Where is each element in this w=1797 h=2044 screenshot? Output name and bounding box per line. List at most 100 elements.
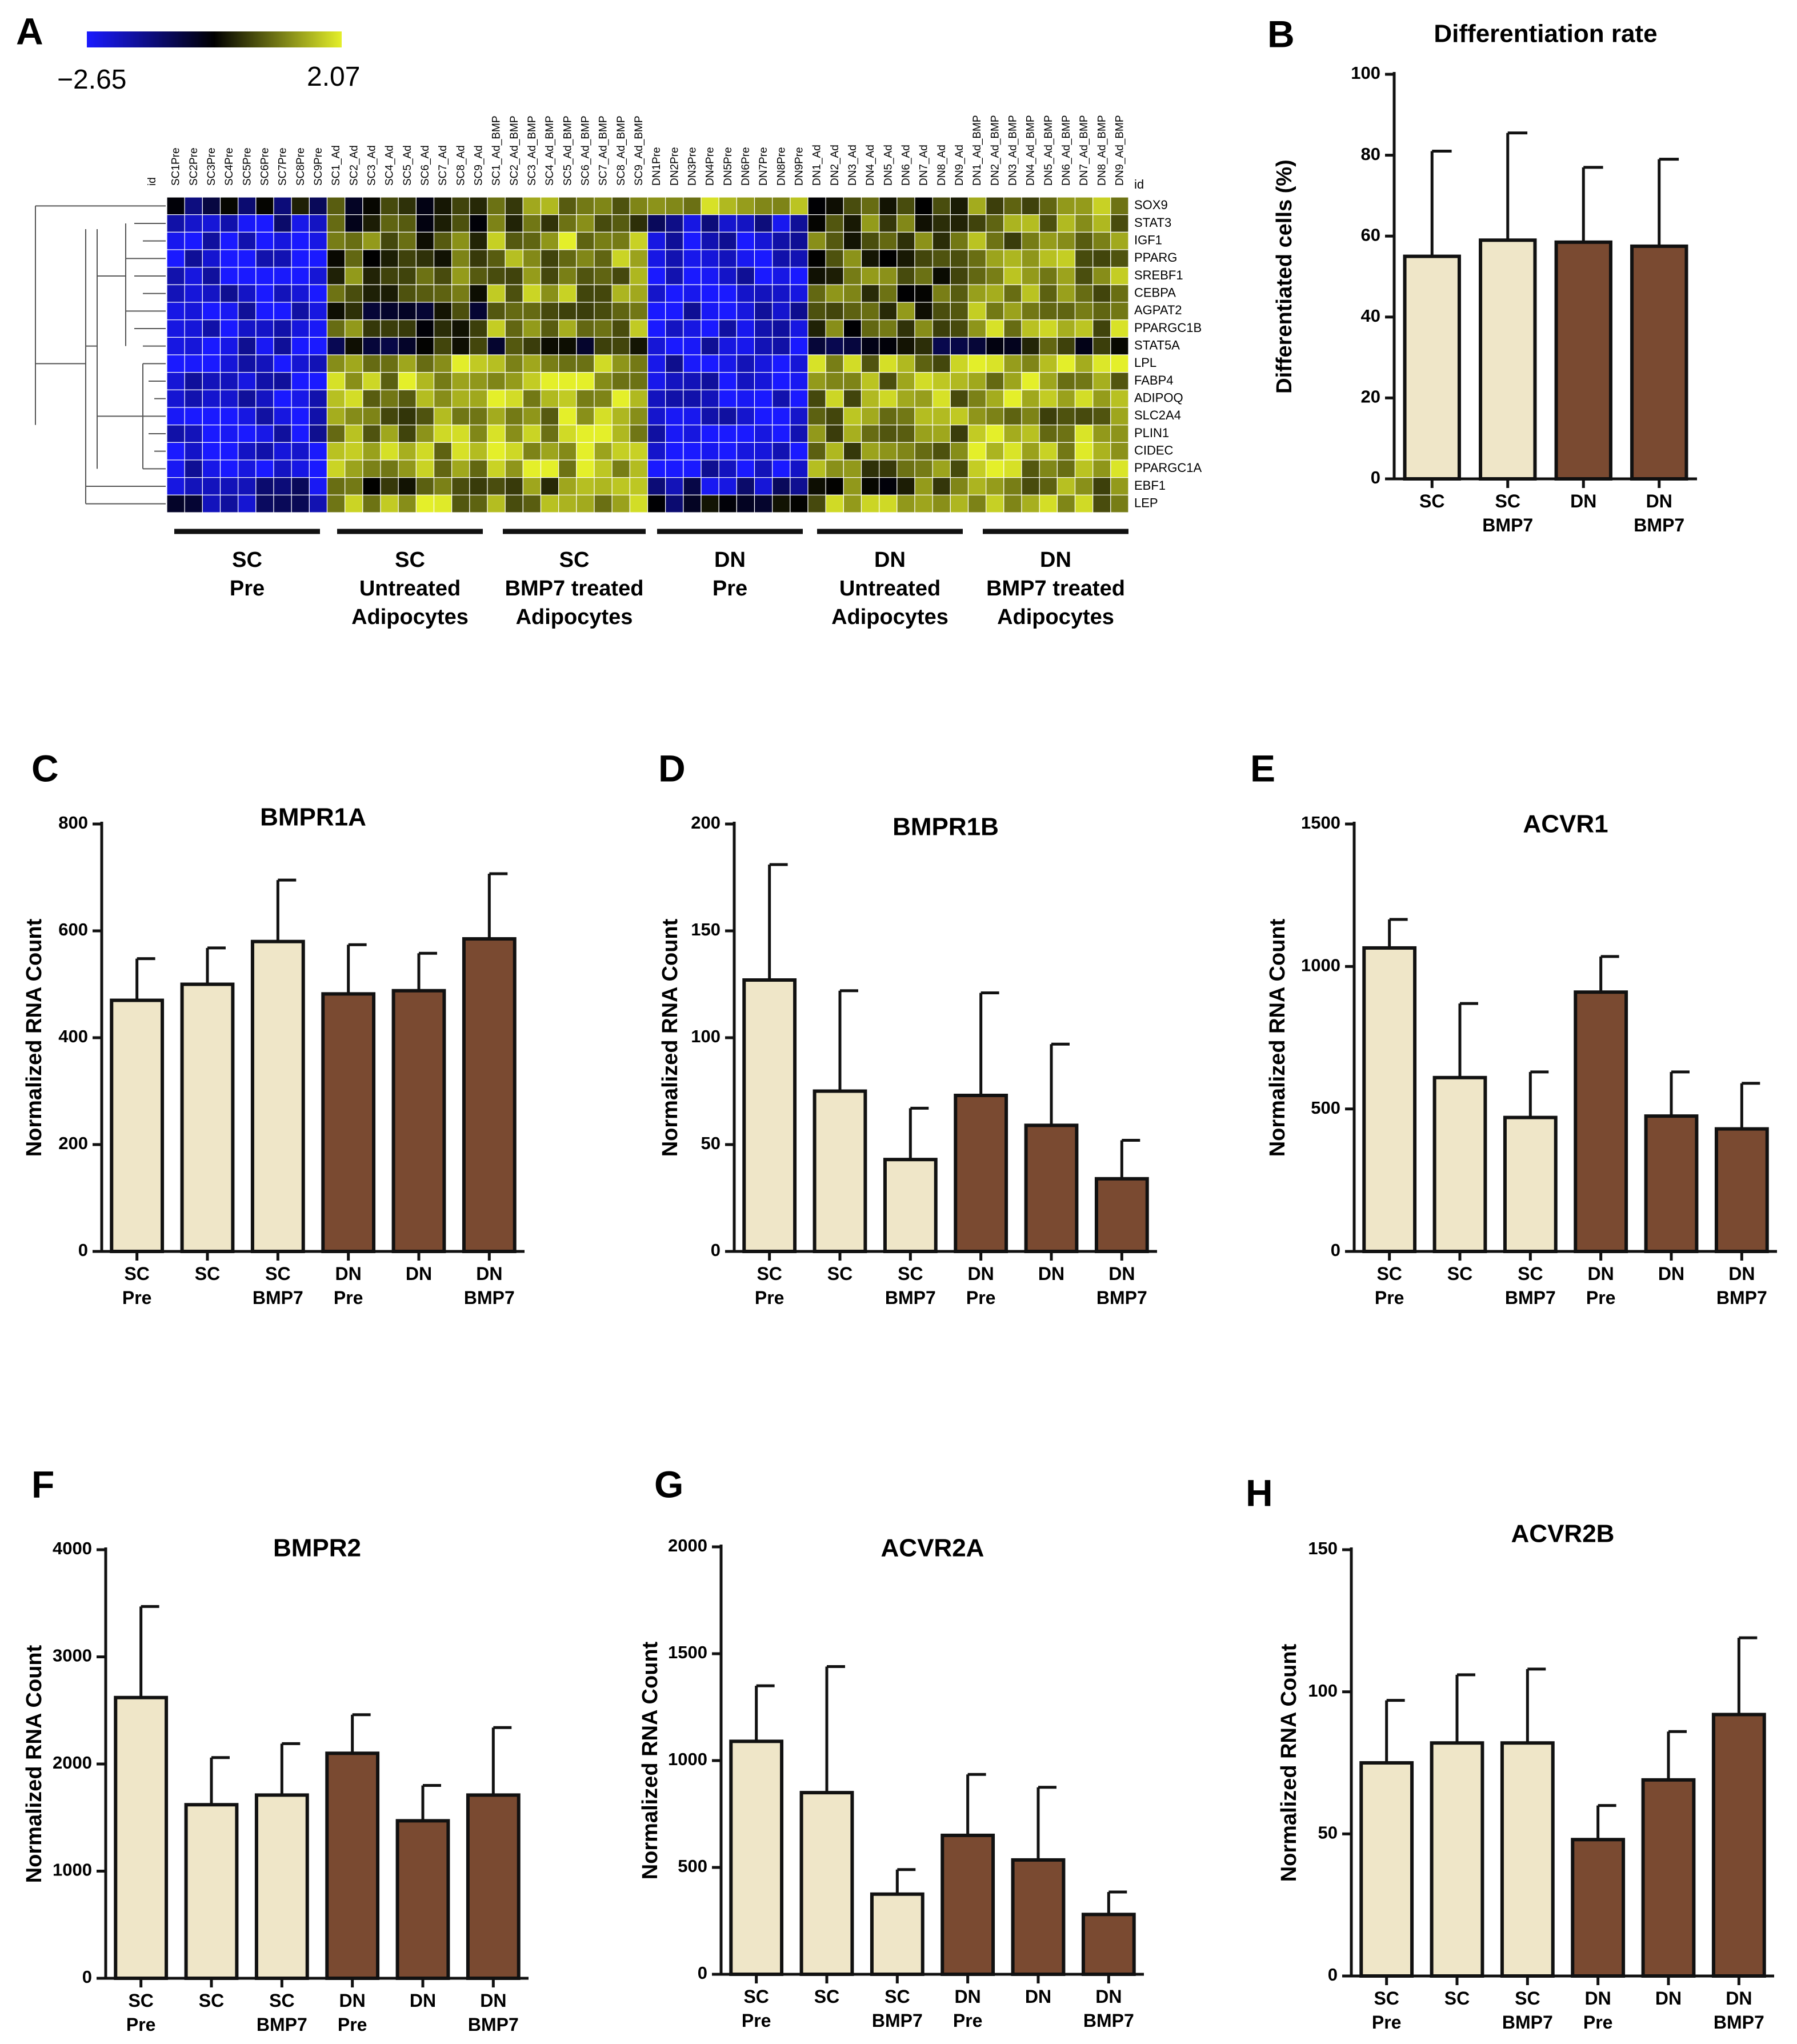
heatmap-cell bbox=[1021, 459, 1040, 478]
heatmap-cell bbox=[1021, 389, 1040, 408]
heatmap-cell bbox=[469, 319, 488, 338]
heatmap-cell bbox=[754, 477, 773, 495]
heatmap-cell bbox=[433, 442, 453, 461]
heatmap-cell bbox=[1021, 214, 1040, 233]
heatmap-cell bbox=[558, 249, 577, 268]
x-tick-label: Pre bbox=[1583, 2012, 1613, 2033]
heatmap-cell bbox=[487, 197, 506, 215]
heatmap-cell bbox=[238, 214, 257, 233]
heatmap-cell bbox=[897, 249, 915, 268]
heatmap-cell bbox=[522, 477, 542, 495]
heatmap-cell bbox=[273, 284, 292, 303]
x-tick-label: SC bbox=[1518, 1263, 1543, 1284]
heatmap-cell bbox=[1056, 442, 1076, 461]
heatmap-cell bbox=[1021, 231, 1040, 250]
heatmap-cell bbox=[166, 197, 185, 215]
heatmap-cell bbox=[701, 372, 719, 390]
heatmap-cell bbox=[754, 214, 773, 233]
panel-letter: D bbox=[658, 747, 686, 789]
heatmap-cell bbox=[380, 372, 399, 390]
heatmap-cell bbox=[897, 389, 915, 408]
heatmap-cell bbox=[790, 249, 809, 268]
heatmap-cell bbox=[807, 231, 826, 250]
heatmap-cell bbox=[184, 425, 203, 443]
heatmap-cell bbox=[967, 477, 987, 495]
heatmap-cell bbox=[986, 337, 1004, 355]
y-axis-label: Normalized RNA Count bbox=[658, 918, 682, 1157]
heatmap-cell bbox=[611, 494, 630, 513]
heatmap-cell bbox=[415, 407, 435, 426]
heatmap-cell bbox=[273, 372, 292, 390]
heatmap-cell bbox=[558, 231, 577, 250]
bar bbox=[742, 978, 797, 1254]
heatmap-cell bbox=[825, 319, 844, 338]
heatmap-cell bbox=[932, 407, 951, 426]
heatmap-cell bbox=[897, 494, 915, 513]
heatmap-cell bbox=[1074, 494, 1094, 513]
x-tick-label: DN bbox=[1108, 1263, 1135, 1284]
heatmap-cell bbox=[754, 319, 773, 338]
heatmap-cell bbox=[611, 231, 630, 250]
x-tick-label: BMP7 bbox=[1714, 2012, 1764, 2033]
heatmap-cell bbox=[166, 319, 185, 338]
heatmap-cell bbox=[790, 302, 809, 321]
heatmap-cell bbox=[576, 389, 595, 408]
heatmap-cell bbox=[825, 407, 844, 426]
group-label: Adipocytes bbox=[997, 605, 1114, 629]
heatmap-cell bbox=[772, 389, 791, 408]
heatmap-cell bbox=[718, 302, 737, 321]
heatmap-cell bbox=[202, 389, 221, 408]
heatmap-cell bbox=[843, 197, 862, 215]
group-label: DN bbox=[874, 548, 906, 572]
heatmap-cell bbox=[629, 354, 649, 373]
heatmap-cell bbox=[932, 389, 951, 408]
heatmap-cell bbox=[950, 319, 969, 338]
heatmap-cell bbox=[451, 442, 470, 461]
x-tick-label: DN bbox=[1658, 1263, 1684, 1284]
heatmap-cell bbox=[1003, 231, 1022, 250]
heatmap-cell bbox=[718, 249, 737, 268]
y-tick-label: 80 bbox=[1361, 144, 1380, 164]
heatmap-cell bbox=[986, 249, 1004, 268]
heatmap-cell bbox=[362, 231, 381, 250]
heatmap-cell bbox=[932, 249, 951, 268]
bar bbox=[1711, 1713, 1766, 1978]
heatmap-cell bbox=[683, 407, 702, 426]
heatmap-cell bbox=[914, 459, 933, 478]
heatmap-cell bbox=[718, 389, 737, 408]
heatmap-cell bbox=[326, 197, 346, 215]
y-tick-label: 50 bbox=[701, 1133, 721, 1153]
heatmap-cell bbox=[665, 249, 684, 268]
group-label: BMP7 treated bbox=[986, 577, 1125, 601]
heatmap-cell bbox=[879, 425, 898, 443]
heatmap-cell bbox=[629, 425, 649, 443]
heatmap-cell bbox=[326, 337, 346, 355]
heatmap-cell bbox=[736, 319, 755, 338]
heatmap-cell bbox=[255, 389, 274, 408]
heatmap-cell bbox=[701, 319, 719, 338]
heatmap-cell bbox=[255, 214, 274, 233]
heatmap-cell bbox=[540, 372, 559, 390]
heatmap-cell bbox=[309, 284, 328, 303]
heatmap-cell bbox=[647, 267, 666, 285]
heatmap-cell bbox=[380, 459, 399, 478]
heatmap-cell bbox=[683, 477, 702, 495]
heatmap-cell bbox=[1110, 459, 1129, 478]
heatmap-cell bbox=[1074, 372, 1094, 390]
heatmap-cell bbox=[754, 267, 773, 285]
heatmap-cell bbox=[967, 267, 987, 285]
x-tick-label: DN bbox=[1728, 1263, 1755, 1284]
heatmap-cell bbox=[1039, 425, 1058, 443]
heatmap-cell bbox=[683, 302, 702, 321]
heatmap-cell bbox=[398, 442, 417, 461]
heatmap-cell bbox=[825, 354, 844, 373]
x-tick-label: DN bbox=[1585, 1988, 1611, 2009]
heatmap-column-label: DN3Pre bbox=[686, 147, 698, 186]
group-label: Pre bbox=[713, 577, 747, 601]
heatmap-cell bbox=[950, 477, 969, 495]
heatmap-cell bbox=[897, 407, 915, 426]
x-tick-label: BMP7 bbox=[1482, 515, 1533, 535]
heatmap-cell bbox=[326, 494, 346, 513]
heatmap-cell bbox=[1074, 354, 1094, 373]
heatmap-cell bbox=[736, 354, 755, 373]
